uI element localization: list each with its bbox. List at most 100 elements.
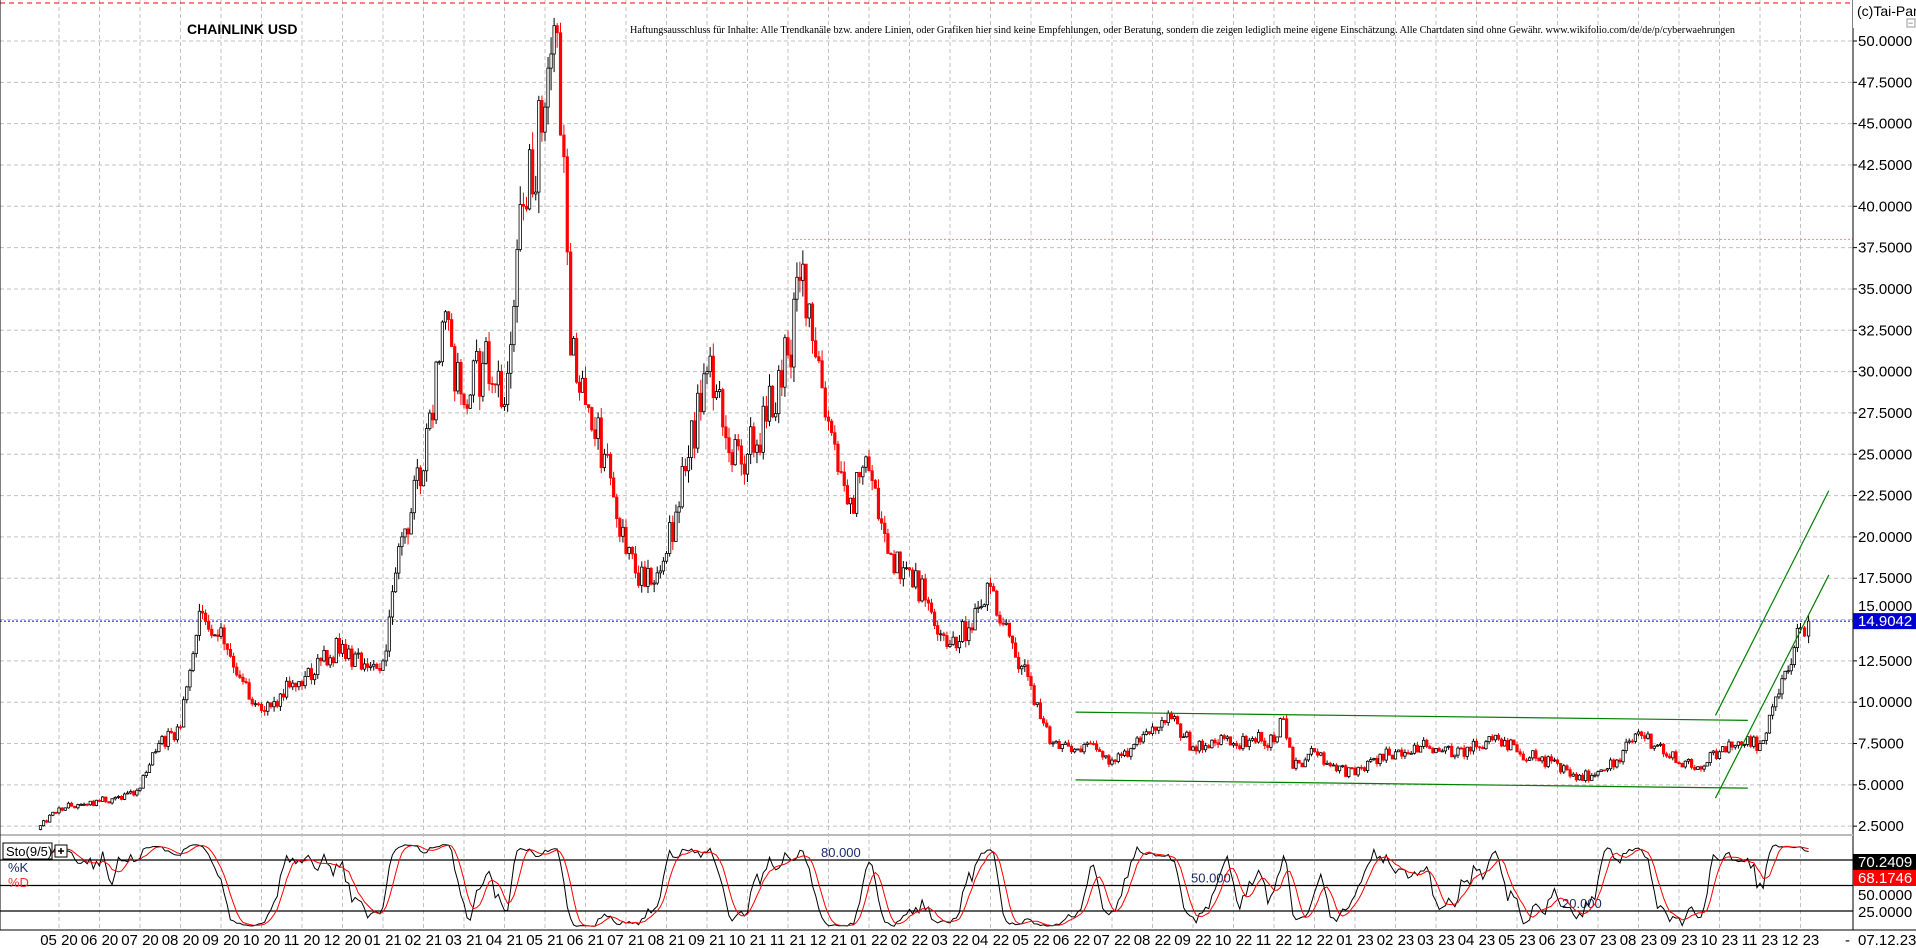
bear-candle [531, 149, 535, 195]
bull-candle [1275, 736, 1279, 743]
bull-candle [1655, 744, 1659, 747]
bull-candle [1241, 735, 1245, 750]
bear-candle [618, 518, 622, 537]
bear-candle [649, 567, 653, 585]
bear-candle [633, 553, 638, 574]
bear-candle [1534, 750, 1538, 759]
bull-candle [340, 643, 345, 654]
bull-candle [674, 511, 678, 542]
bull-candle [1393, 751, 1398, 760]
bull-candle [141, 775, 145, 789]
bull-candle [1384, 748, 1388, 761]
bear-candle [923, 578, 927, 601]
disclaimer-text: Haftungsausschluss für Inhalte: Alle Tre… [630, 25, 1735, 36]
bear-candle [1272, 734, 1276, 743]
bull-candle [135, 789, 139, 796]
bear-candle [1029, 676, 1033, 687]
bull-candle [1758, 743, 1762, 751]
bear-candle [1010, 635, 1015, 644]
bear-candle [203, 612, 208, 622]
bear-candle [431, 412, 435, 421]
bull-candle [515, 249, 519, 307]
indicator-label-box[interactable] [2, 842, 53, 860]
bull-candle [194, 634, 198, 655]
bull-candle [1412, 744, 1416, 754]
bull-candle [774, 413, 778, 418]
bull-candle [689, 420, 694, 458]
bear-candle [555, 25, 559, 34]
bear-candle [1098, 749, 1102, 752]
bear-candle [1013, 642, 1018, 658]
bear-candle [1565, 765, 1569, 771]
bear-candle [300, 681, 304, 687]
bear-candle [1045, 722, 1049, 728]
bear-candle [886, 533, 890, 554]
bull-candle [1605, 768, 1610, 771]
bear-candle [830, 420, 834, 434]
bear-candle [540, 100, 544, 133]
bear-candle [453, 346, 457, 392]
bear-candle [889, 553, 893, 555]
bear-candle [1088, 742, 1092, 745]
bear-candle [683, 465, 688, 472]
bull-candle [306, 668, 310, 677]
bull-candle [1141, 734, 1145, 743]
bear-candle [845, 485, 850, 505]
bull-candle [1503, 740, 1507, 747]
x-tick-label: 06 23 [1539, 932, 1577, 948]
bull-candle [914, 570, 918, 588]
bear-candle [858, 472, 862, 478]
bear-candle [107, 801, 111, 804]
bear-candle [998, 614, 1002, 624]
bull-candle [627, 546, 631, 554]
bull-candle [1447, 745, 1451, 748]
bull-candle [745, 453, 750, 475]
bear-candle [418, 467, 423, 487]
bear-candle [1549, 756, 1553, 762]
bear-candle [1316, 751, 1320, 756]
bull-candle [1456, 747, 1460, 756]
bull-candle [702, 373, 706, 413]
bull-candle [686, 457, 691, 472]
x-tick-label: 04 21 [486, 932, 524, 948]
y-tick-label: 42.5000 [1858, 157, 1912, 174]
bull-candle [696, 392, 700, 449]
x-tick-label: 08 21 [648, 932, 686, 948]
bull-candle [474, 350, 479, 362]
bull-candle [1331, 764, 1335, 767]
bull-candle [572, 338, 576, 356]
bear-candle [1524, 759, 1529, 762]
bull-candle [1599, 769, 1603, 773]
bear-candle [1163, 720, 1167, 723]
bull-candle [51, 811, 55, 816]
collapse-button[interactable] [1906, 18, 1916, 28]
bear-candle [1400, 749, 1404, 757]
bull-candle [661, 560, 666, 572]
bear-candle [1802, 627, 1807, 637]
x-tick-label: 12 22 [1296, 932, 1334, 948]
bear-candle [1555, 759, 1560, 764]
bull-candle [1422, 739, 1426, 747]
y-tick-label: 17.5000 [1858, 570, 1912, 587]
bull-candle [1786, 670, 1790, 673]
bull-candle [1683, 760, 1687, 768]
bull-candle [1609, 759, 1613, 770]
x-tick-label: 08 23 [1620, 932, 1658, 948]
bear-candle [817, 356, 821, 362]
bull-candle [527, 149, 532, 210]
indicator-label: Sto(9/5) [6, 844, 52, 859]
bull-candle [895, 551, 899, 574]
bull-candle [1023, 664, 1027, 667]
bull-candle [664, 553, 669, 562]
copyright-bg [1853, 0, 1916, 28]
bull-candle [967, 627, 971, 641]
bull-candle [901, 567, 905, 580]
bull-candle [278, 693, 283, 707]
bear-candle [45, 820, 49, 823]
bull-candle [1191, 746, 1195, 751]
bull-candle [94, 799, 99, 806]
bear-candle [615, 496, 619, 520]
bear-candle [1017, 656, 1021, 670]
stoch-level-label: 80.000 [821, 845, 861, 860]
